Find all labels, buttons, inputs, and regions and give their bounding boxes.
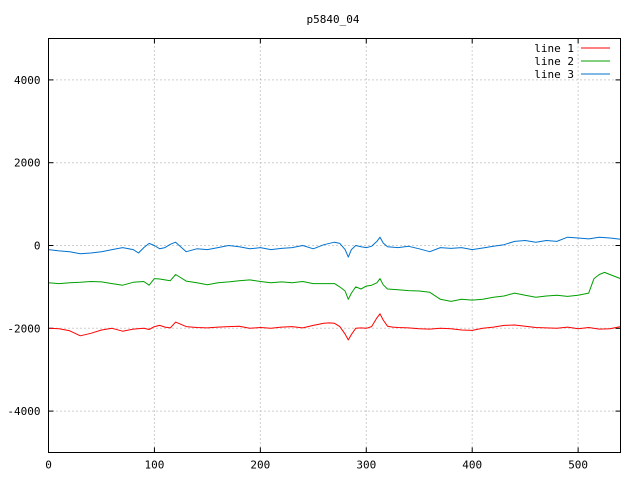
legend-label-line-3: line 3 <box>534 68 574 81</box>
series-group <box>48 236 621 341</box>
legend-label-line-1: line 1 <box>534 42 574 55</box>
x-tick-label: 400 <box>462 459 482 472</box>
y-tick-label: -4000 <box>7 405 40 418</box>
y-tick-label: 2000 <box>14 157 41 170</box>
x-tick-label: 300 <box>356 459 376 472</box>
x-tick-label: 0 <box>45 459 52 472</box>
y-tick-label: -2000 <box>7 322 40 335</box>
axes: 0 100 200 300 400 500 -4000 -2000 0 2000 4000 <box>7 38 621 472</box>
x-tick-label: 200 <box>250 459 270 472</box>
plot-frame <box>48 38 621 453</box>
series-line-2 <box>48 271 621 302</box>
y-tick-label: 4000 <box>14 74 41 87</box>
series-line-3 <box>48 236 621 258</box>
grid <box>48 38 621 453</box>
y-tick-label: 0 <box>34 240 41 253</box>
legend-label-line-2: line 2 <box>534 55 574 68</box>
x-tick-label: 500 <box>568 459 588 472</box>
x-tick-label: 100 <box>144 459 164 472</box>
chart-title: p5840_04 <box>307 13 360 26</box>
series-line-1 <box>48 313 621 341</box>
